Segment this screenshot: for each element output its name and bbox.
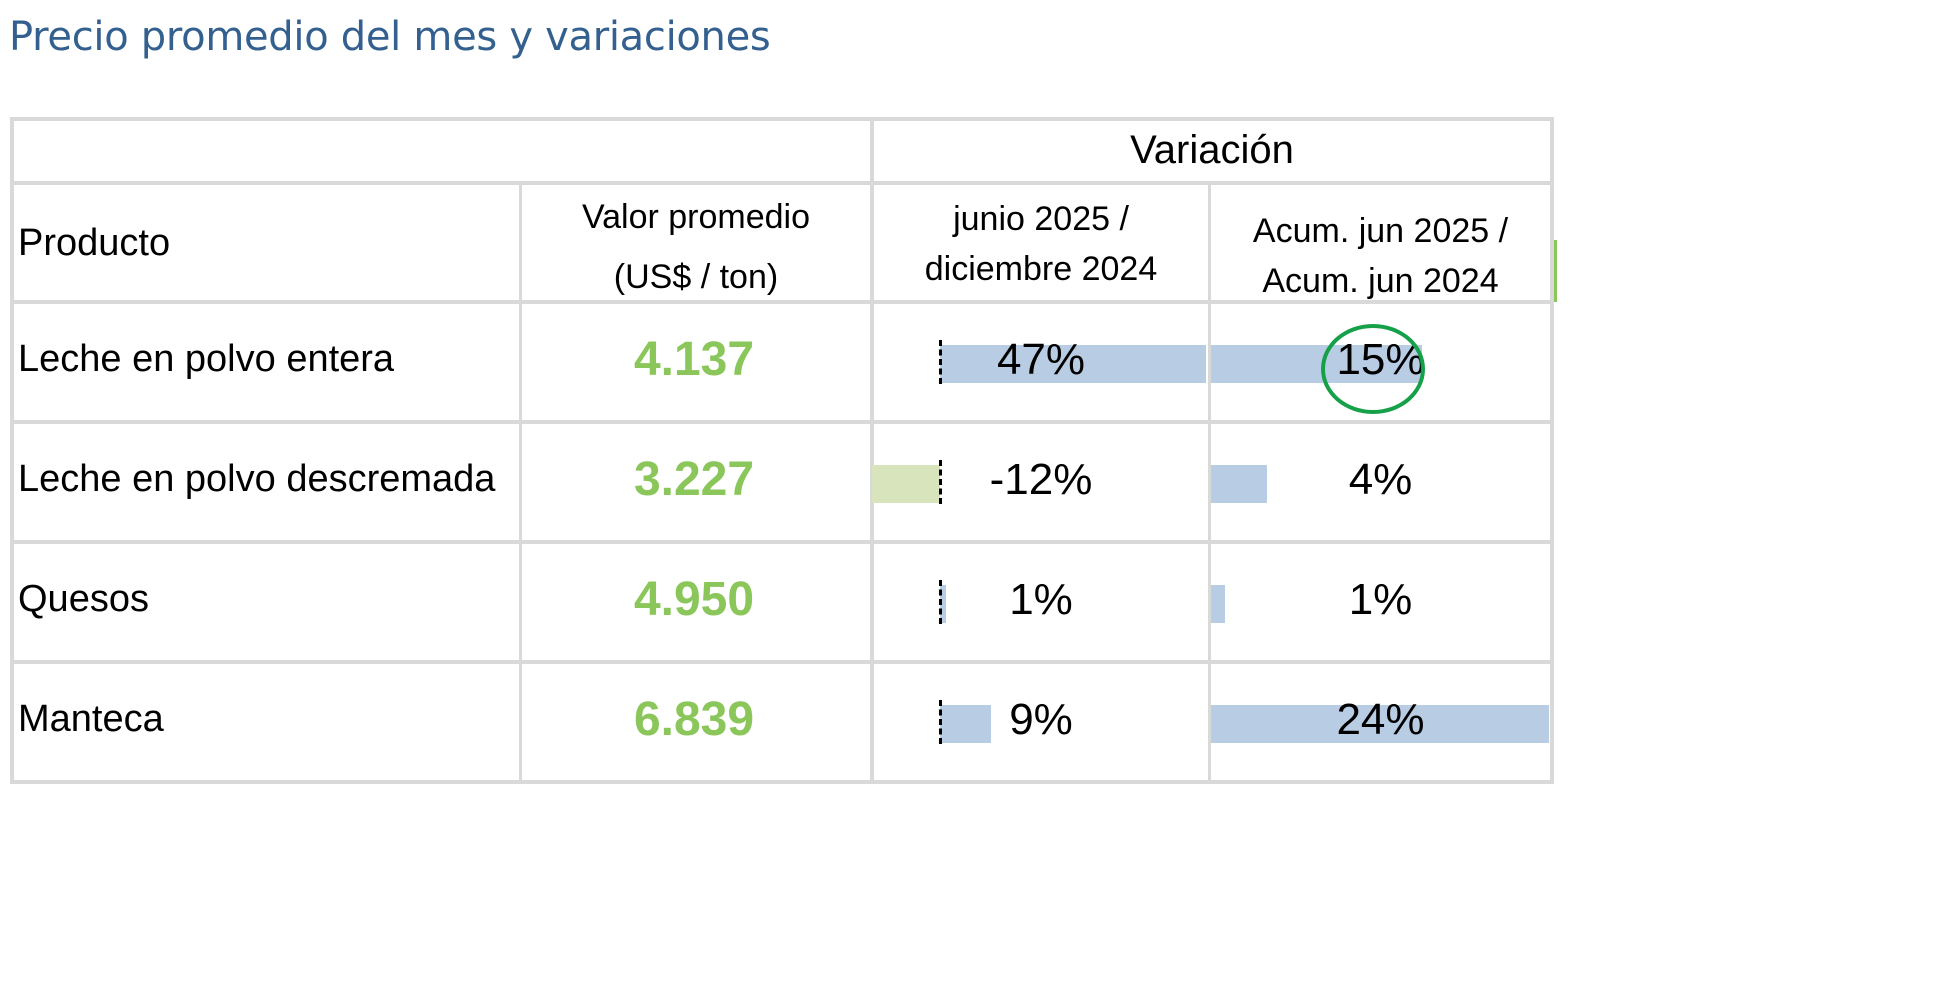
column-header-var1-line1: junio 2025 / xyxy=(953,200,1129,238)
column-header-var1-line2: diciembre 2024 xyxy=(924,250,1158,288)
grid-line xyxy=(10,117,14,784)
row-average-value: 3.227 xyxy=(633,453,755,506)
variation-value-accumulated: 24% xyxy=(1336,695,1425,744)
group-header-variacion: Variación xyxy=(1130,128,1294,172)
variation-value-monthly: 1% xyxy=(1009,575,1073,624)
grid-line xyxy=(10,780,1554,784)
variation-bar-monthly xyxy=(872,465,940,503)
variation-bar-accumulated xyxy=(1211,585,1226,623)
variation-bar-monthly xyxy=(940,585,946,623)
variation-value-monthly: -12% xyxy=(989,455,1093,504)
row-product-label: Leche en polvo entera xyxy=(18,338,395,380)
grid-line xyxy=(10,420,1554,424)
decorative-mark xyxy=(1554,240,1557,302)
variation-bar-accumulated xyxy=(1211,465,1268,503)
row-average-value: 4.137 xyxy=(633,333,755,386)
grid-line xyxy=(519,183,522,784)
row-product-label: Quesos xyxy=(18,578,149,620)
grid-line xyxy=(870,117,874,784)
page-title: Precio promedio del mes y variaciones xyxy=(9,14,771,60)
row-average-value: 4.950 xyxy=(633,573,755,626)
grid-line xyxy=(10,181,1554,185)
variation-bar-monthly xyxy=(940,705,991,743)
grid-line xyxy=(1208,183,1211,784)
grid-line xyxy=(1550,117,1554,784)
grid-line xyxy=(10,540,1554,544)
variation-bar-monthly xyxy=(940,345,1206,383)
row-product-label: Leche en polvo descremada xyxy=(18,458,496,500)
variation-value-monthly: 47% xyxy=(996,335,1086,384)
row-product-label: Manteca xyxy=(18,698,164,740)
column-header-producto: Producto xyxy=(18,222,171,264)
column-header-var2-line1: Acum. jun 2025 / xyxy=(1252,212,1509,250)
highlight-circle-icon xyxy=(1321,324,1425,414)
column-header-var2-line2: Acum. jun 2024 xyxy=(1262,262,1499,300)
row-average-value: 6.839 xyxy=(633,693,755,746)
bar-axis-line xyxy=(939,340,942,384)
variation-value-accumulated: 4% xyxy=(1348,455,1413,504)
grid-line xyxy=(10,660,1554,664)
grid-line xyxy=(10,300,1554,304)
variation-value-accumulated: 1% xyxy=(1348,575,1413,624)
bar-axis-line xyxy=(939,580,942,624)
bar-axis-line xyxy=(939,460,942,504)
variation-bar-accumulated xyxy=(1211,705,1549,743)
bar-axis-line xyxy=(939,700,942,744)
column-header-valor-line1: Valor promedio xyxy=(581,198,811,236)
variation-value-monthly: 9% xyxy=(1009,695,1073,744)
column-header-valor-line2: (US$ / ton) xyxy=(613,258,779,296)
grid-line xyxy=(10,117,1554,121)
